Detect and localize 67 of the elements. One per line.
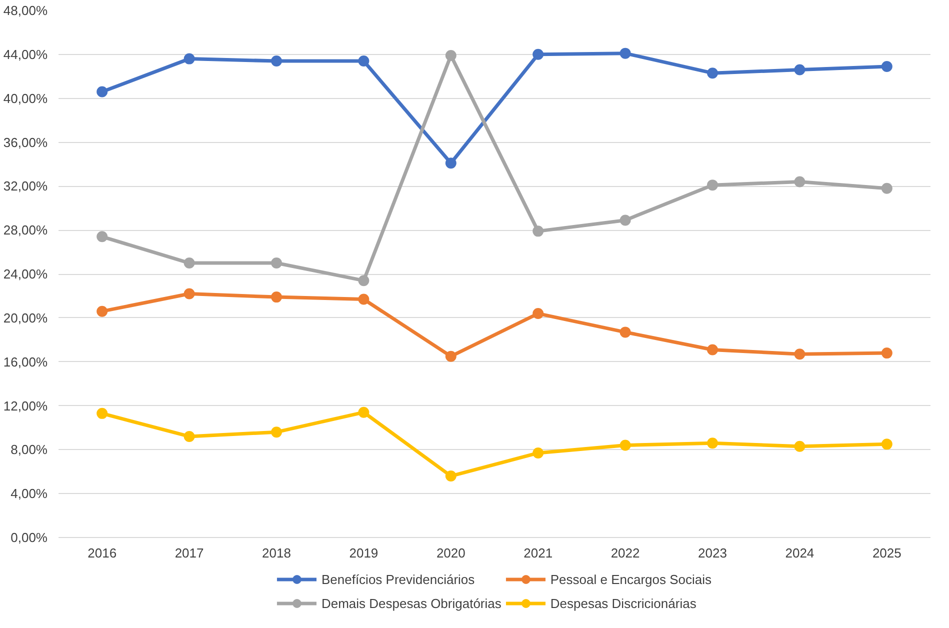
x-tick-label: 2022	[610, 546, 640, 560]
x-tick-label: 2016	[88, 546, 117, 560]
x-tick-label: 2024	[785, 546, 814, 560]
point	[532, 226, 544, 237]
x-tick-label: 2018	[262, 546, 291, 560]
x-tick-label: 2025	[872, 546, 902, 560]
point	[707, 344, 718, 356]
point	[358, 406, 370, 418]
x-tick-label: 2023	[698, 546, 727, 560]
y-tick-label: 20,00%	[3, 310, 48, 326]
point	[358, 56, 370, 66]
point	[184, 288, 195, 300]
point	[184, 258, 195, 269]
point	[445, 470, 456, 482]
y-tick-label: 36,00%	[3, 134, 48, 150]
point	[271, 426, 282, 438]
y-tick-label: 16,00%	[3, 354, 48, 370]
point	[96, 86, 108, 98]
point	[445, 158, 456, 169]
point	[445, 350, 456, 362]
legend-label: Benefícios Previdenciários	[321, 572, 475, 586]
point	[532, 48, 544, 60]
x-tick-label: 2021	[524, 546, 553, 560]
point	[881, 182, 892, 194]
point	[881, 438, 892, 450]
point	[707, 180, 718, 191]
point	[271, 56, 282, 66]
y-tick-label: 8,00%	[10, 442, 48, 458]
point	[96, 231, 108, 242]
point	[620, 214, 631, 226]
y-tick-label: 48,00%	[3, 3, 48, 18]
y-tick-label: 24,00%	[3, 266, 48, 282]
point	[794, 176, 806, 188]
point	[620, 326, 631, 338]
point	[532, 308, 544, 320]
point	[707, 438, 718, 449]
point	[707, 68, 718, 79]
y-tick-label: 4,00%	[10, 486, 48, 502]
point	[358, 294, 370, 305]
y-tick-label: 12,00%	[3, 398, 48, 414]
legend-label: Pessoal e Encargos Sociais	[550, 572, 712, 586]
y-tick-label: 44,00%	[3, 46, 48, 62]
point	[881, 348, 892, 359]
point	[881, 61, 892, 72]
point	[271, 258, 282, 269]
x-tick-label: 2017	[174, 546, 204, 560]
point	[96, 306, 108, 317]
point	[445, 50, 456, 62]
point	[271, 292, 282, 303]
y-tick-label: 32,00%	[3, 178, 48, 194]
y-tick-label: 0,00%	[10, 530, 48, 545]
point	[620, 440, 631, 451]
x-tick-label: 2020	[436, 546, 466, 560]
point	[184, 431, 195, 442]
legend-label: Despesas Discricionárias	[550, 596, 696, 610]
x-tick-label: 2019	[349, 546, 378, 560]
point	[794, 440, 806, 452]
point	[532, 447, 544, 458]
y-tick-label: 28,00%	[3, 222, 48, 238]
legend-label: Demais Despesas Obrigatórias	[321, 596, 502, 610]
y-tick-label: 40,00%	[3, 90, 48, 106]
point	[96, 408, 108, 419]
point	[358, 275, 370, 286]
point	[184, 53, 195, 64]
point	[794, 64, 806, 76]
point	[620, 48, 631, 59]
point	[794, 348, 806, 360]
